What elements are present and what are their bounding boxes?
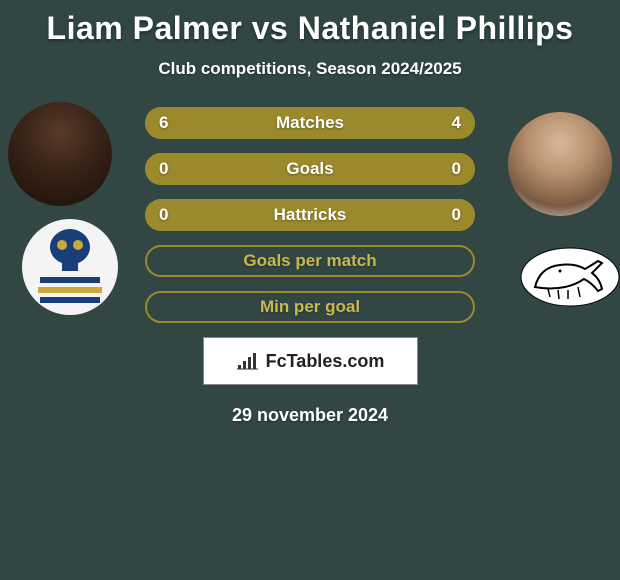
stat-value-left: 6 <box>159 113 177 133</box>
stat-value-left: 0 <box>159 159 177 179</box>
club-left-badge <box>20 217 120 317</box>
player-right-avatar <box>508 112 612 216</box>
stat-row-empty: Min per goal <box>145 291 475 323</box>
source-logo-text: FcTables.com <box>266 351 385 372</box>
stats-container: 6Matches40Goals00Hattricks0Goals per mat… <box>145 107 475 323</box>
stat-value-right: 4 <box>443 113 461 133</box>
stat-label: Goals <box>177 159 443 179</box>
club-right-badge <box>520 247 620 347</box>
stat-value-right: 0 <box>443 159 461 179</box>
page-title: Liam Palmer vs Nathaniel Phillips <box>0 0 620 47</box>
stat-row: 0Goals0 <box>145 153 475 185</box>
stat-value-right: 0 <box>443 205 461 225</box>
stat-label: Matches <box>177 113 443 133</box>
subtitle: Club competitions, Season 2024/2025 <box>0 59 620 79</box>
stat-row-empty: Goals per match <box>145 245 475 277</box>
stat-row: 6Matches4 <box>145 107 475 139</box>
stat-label: Hattricks <box>177 205 443 225</box>
stat-value-left: 0 <box>159 205 177 225</box>
stat-row: 0Hattricks0 <box>145 199 475 231</box>
source-logo: FcTables.com <box>203 337 418 385</box>
player-left-avatar <box>8 102 112 206</box>
stat-label: Min per goal <box>260 297 360 317</box>
comparison-panel: 6Matches40Goals00Hattricks0Goals per mat… <box>0 107 620 426</box>
stat-label: Goals per match <box>243 251 376 271</box>
comparison-date: 29 november 2024 <box>0 405 620 426</box>
